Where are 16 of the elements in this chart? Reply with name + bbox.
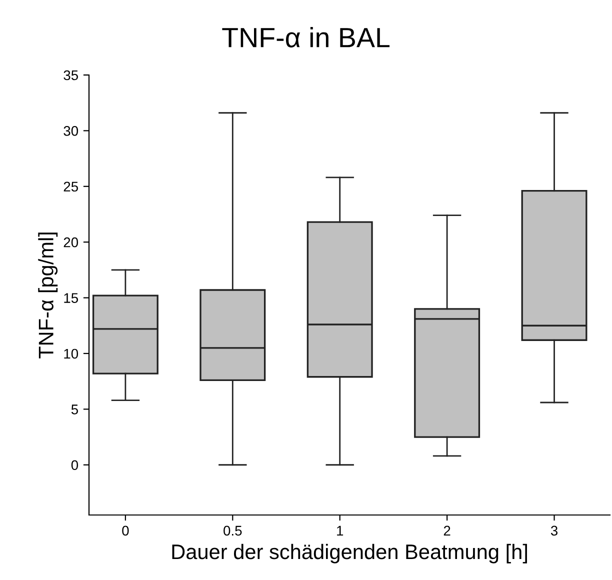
y-tick-label: 5: [71, 404, 78, 414]
x-tick-label: 0: [122, 526, 129, 536]
y-tick-label: 15: [64, 293, 78, 303]
y-tick-label: 25: [64, 182, 78, 192]
y-tick-label: 30: [64, 126, 78, 136]
y-axis-title: TNF-α [pg/ml]: [38, 232, 58, 358]
chart-title: TNF-α in BAL: [222, 27, 390, 48]
x-tick-label: 1: [337, 526, 344, 536]
y-tick-label: 0: [71, 460, 78, 470]
y-tick-label: 35: [64, 70, 78, 80]
x-tick-label: 3: [550, 526, 558, 536]
y-tick-label: 10: [64, 348, 78, 359]
x-tick-label: 2: [444, 526, 450, 536]
x-tick-label: 0.5: [224, 526, 242, 536]
y-tick-label: 20: [64, 237, 78, 248]
x-axis-title: Dauer der schädigenden Beatmung [h]: [172, 544, 527, 564]
